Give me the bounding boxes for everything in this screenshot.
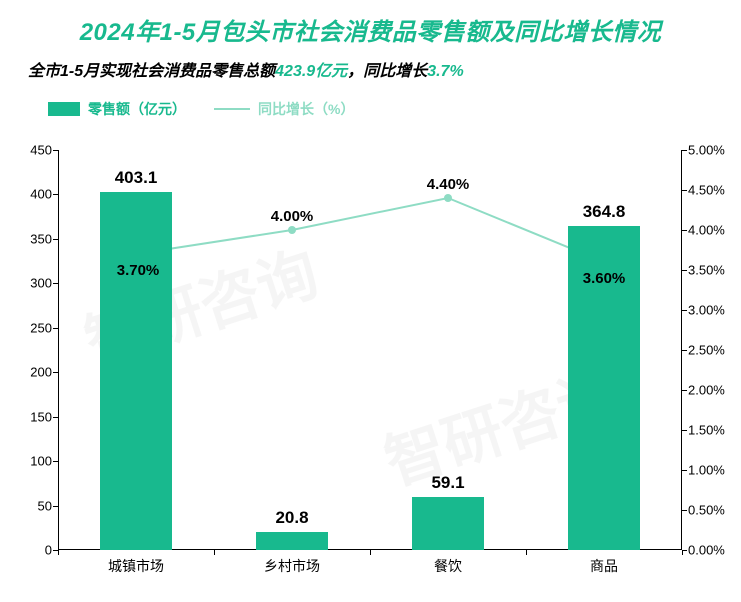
bar	[100, 192, 172, 550]
y-right-tick-label: 4.50%	[688, 183, 741, 198]
x-tick	[58, 550, 59, 555]
y-left-tick	[53, 506, 58, 507]
y-left-tick-label: 250	[12, 320, 52, 335]
legend-bar-swatch	[48, 102, 80, 116]
y-right-tick	[682, 470, 687, 471]
y-right-tick	[682, 230, 687, 231]
line-value-label: 3.70%	[117, 262, 160, 279]
subtitle-value2: 3.7%	[427, 63, 463, 80]
bar-value-label: 364.8	[583, 202, 626, 222]
y-left-tick-label: 350	[12, 231, 52, 246]
y-left-tick	[53, 194, 58, 195]
y-left-tick-label: 300	[12, 276, 52, 291]
legend: 零售额（亿元） 同比增长（%）	[48, 99, 741, 119]
category-label: 乡村市场	[264, 556, 320, 576]
y-left-tick-label: 150	[12, 409, 52, 424]
x-tick	[682, 550, 683, 555]
y-right-tick-label: 0.50%	[688, 503, 741, 518]
y-left-tick	[53, 328, 58, 329]
x-tick	[526, 550, 527, 555]
y-right-tick	[682, 510, 687, 511]
y-right-tick	[682, 390, 687, 391]
y-left-tick-label: 450	[12, 143, 52, 158]
line-value-label: 3.60%	[583, 270, 626, 287]
category-label: 城镇市场	[108, 556, 164, 576]
y-left-tick	[53, 150, 58, 151]
plot-area: 0501001502002503003504004500.00%0.50%1.0…	[58, 150, 682, 550]
y-right-tick-label: 1.50%	[688, 423, 741, 438]
subtitle-value1: 423.9亿元	[275, 63, 347, 80]
y-right-tick	[682, 270, 687, 271]
y-right-tick	[682, 190, 687, 191]
growth-line	[136, 198, 604, 262]
legend-bar-label: 零售额（亿元）	[88, 99, 186, 119]
legend-line-label: 同比增长（%）	[258, 99, 354, 119]
y-left-tick-label: 400	[12, 187, 52, 202]
chart-title: 2024年1-5月包头市社会消费品零售额及同比增长情况	[0, 0, 741, 47]
line-marker	[444, 194, 452, 202]
line-value-label: 4.40%	[427, 176, 470, 193]
subtitle-prefix: 全市1-5月实现社会消费品零售总额	[28, 63, 275, 80]
y-left-tick	[53, 239, 58, 240]
line-marker	[288, 226, 296, 234]
y-right-tick-label: 3.50%	[688, 263, 741, 278]
y-left-tick	[53, 283, 58, 284]
y-right-tick-label: 5.00%	[688, 143, 741, 158]
y-right-tick-label: 1.00%	[688, 463, 741, 478]
x-tick	[214, 550, 215, 555]
y-left-tick	[53, 372, 58, 373]
bar-value-label: 59.1	[431, 473, 464, 493]
line-value-label: 4.00%	[271, 208, 314, 225]
y-left-tick	[53, 417, 58, 418]
y-right-tick	[682, 430, 687, 431]
y-left-tick-label: 0	[12, 543, 52, 558]
bar	[256, 532, 328, 550]
y-right-tick-label: 2.50%	[688, 343, 741, 358]
legend-line-swatch	[214, 108, 250, 110]
y-left-tick-label: 50	[12, 498, 52, 513]
bar-value-label: 403.1	[115, 168, 158, 188]
bar	[412, 497, 484, 550]
y-left-tick	[53, 461, 58, 462]
chart-subtitle: 全市1-5月实现社会消费品零售总额423.9亿元，同比增长3.7%	[28, 57, 741, 81]
legend-bar: 零售额（亿元）	[48, 99, 186, 119]
x-tick	[370, 550, 371, 555]
y-right-tick-label: 0.00%	[688, 543, 741, 558]
legend-line: 同比增长（%）	[214, 99, 354, 119]
y-left-tick-label: 200	[12, 365, 52, 380]
y-left-tick-label: 100	[12, 454, 52, 469]
y-right-tick	[682, 350, 687, 351]
subtitle-mid: ，同比增长	[347, 63, 427, 80]
y-right-tick-label: 4.00%	[688, 223, 741, 238]
y-right-tick	[682, 150, 687, 151]
y-right-tick	[682, 310, 687, 311]
bar-value-label: 20.8	[275, 508, 308, 528]
y-right-tick-label: 3.00%	[688, 303, 741, 318]
category-label: 商品	[590, 556, 618, 576]
y-right-tick-label: 2.00%	[688, 383, 741, 398]
category-label: 餐饮	[434, 556, 462, 576]
